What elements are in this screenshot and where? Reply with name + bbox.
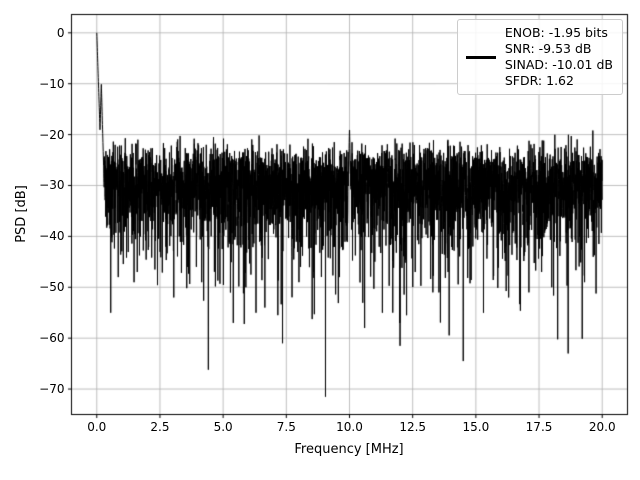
x-tick-label: 0.0 [87, 419, 107, 434]
legend-entry: ENOB: -1.95 bits [504, 25, 608, 40]
x-tick-label: 15.0 [462, 419, 490, 434]
y-tick-label: −30 [39, 178, 65, 193]
legend: ENOB: -1.95 bits SNR: -9.53 dB SINAD: -10.… [456, 19, 623, 95]
y-tick-label: −60 [39, 331, 65, 346]
y-tick-label: −40 [39, 229, 65, 244]
x-tick-label: 2.5 [150, 419, 170, 434]
x-tick-label: 5.0 [213, 419, 233, 434]
y-tick-label: −20 [39, 127, 65, 142]
legend-line-sample [465, 55, 496, 59]
y-tick-label: −50 [39, 280, 65, 295]
x-axis-label: Frequency [MHz] [294, 442, 404, 457]
x-tick-label: 7.5 [276, 419, 296, 434]
legend-entry: SINAD: -10.01 dB [504, 57, 613, 72]
legend-entry: SNR: -9.53 dB [504, 41, 592, 56]
legend-entry: SFDR: 1.62 [504, 73, 574, 88]
y-tick-label: 0 [56, 25, 65, 40]
y-axis-label: PSD [dB] [14, 185, 29, 243]
y-tick-label: −70 [39, 382, 65, 397]
y-tick-label: −10 [39, 76, 65, 91]
x-tick-label: 10.0 [336, 419, 363, 434]
x-tick-label: 12.5 [399, 419, 427, 434]
legend-entries: ENOB: -1.95 bits SNR: -9.53 dB SINAD: -10.… [505, 25, 613, 89]
x-tick-label: 20.0 [588, 419, 616, 434]
x-tick-label: 17.5 [525, 419, 553, 434]
